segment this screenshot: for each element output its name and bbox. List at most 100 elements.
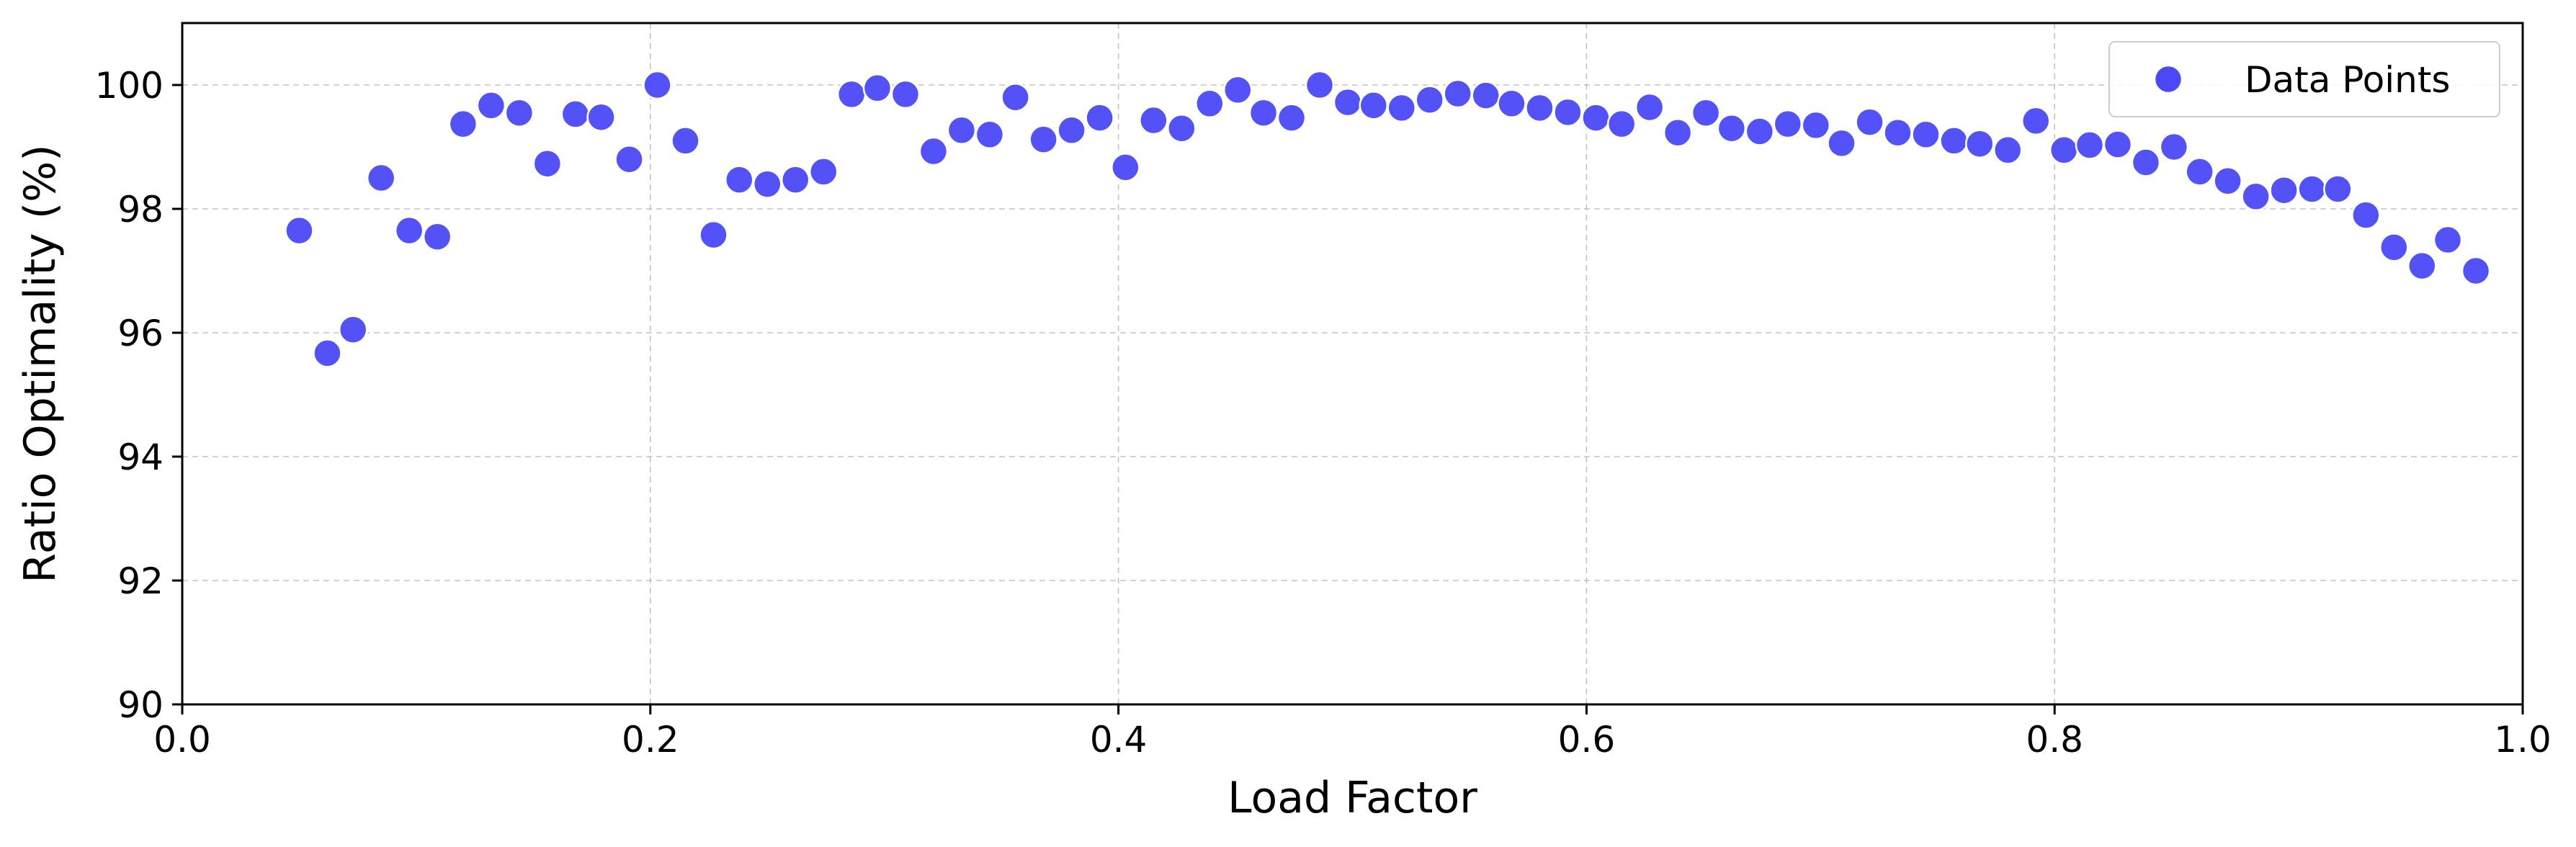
data-point — [1223, 75, 1253, 105]
data-point — [1333, 87, 1363, 117]
data-point — [285, 215, 314, 246]
data-point — [614, 144, 644, 174]
data-point — [2407, 251, 2437, 281]
data-point — [1717, 113, 1747, 143]
data-point — [1248, 98, 1279, 127]
y-tick-label: 98 — [117, 189, 164, 230]
data-point — [947, 115, 977, 145]
data-point — [1883, 117, 1913, 148]
data-point — [2213, 166, 2242, 196]
plot-frame — [181, 22, 2524, 706]
data-point — [2433, 225, 2463, 255]
data-point — [1691, 98, 1721, 127]
data-point — [1443, 79, 1472, 109]
data-point — [586, 102, 616, 132]
data-point — [1773, 109, 1803, 139]
data-point — [2131, 148, 2161, 177]
data-point — [1359, 91, 1388, 120]
y-tick-label: 90 — [117, 684, 164, 726]
data-point — [532, 148, 563, 179]
x-axis-label: Load Factor — [1227, 773, 1477, 823]
data-point — [1939, 126, 1969, 156]
data-point — [862, 73, 893, 103]
data-point — [1001, 82, 1030, 112]
data-point — [2379, 233, 2409, 262]
x-tick-label: 0.0 — [153, 719, 211, 761]
data-point — [890, 79, 921, 109]
data-point — [1911, 120, 1941, 150]
data-point — [1634, 92, 1665, 122]
data-point — [1525, 93, 1555, 123]
y-tick-label: 92 — [117, 560, 164, 602]
data-point — [1029, 125, 1058, 154]
data-point — [1276, 103, 1307, 133]
data-point — [476, 91, 506, 120]
data-point — [2351, 200, 2381, 230]
data-point — [1085, 103, 1114, 133]
data-point — [1663, 117, 1693, 148]
data-point — [2461, 256, 2491, 286]
data-point — [394, 215, 424, 246]
x-tick-label: 0.8 — [2026, 719, 2083, 761]
data-point — [2159, 132, 2189, 162]
data-point — [1964, 129, 1995, 158]
y-tick-label: 96 — [117, 313, 164, 354]
data-point — [2269, 175, 2299, 205]
data-point — [1387, 93, 1416, 123]
data-point — [780, 165, 810, 194]
x-tick-label: 0.2 — [622, 719, 679, 761]
data-point — [422, 222, 452, 251]
data-point — [2075, 130, 2105, 160]
data-point — [975, 120, 1005, 150]
data-point — [2185, 157, 2214, 187]
y-tick-label: 94 — [117, 436, 164, 478]
data-point — [2323, 174, 2353, 204]
data-point — [1827, 128, 1856, 158]
data-point — [1415, 85, 1444, 115]
axis-ticks: 0.0 0.2 0.4 0.6 0.8 1.0 90 92 94 96 98 100 — [95, 65, 2552, 761]
data-point — [1111, 153, 1140, 182]
legend-box — [2108, 41, 2500, 117]
data-point — [1745, 117, 1775, 146]
data-point — [504, 98, 535, 127]
data-point — [1581, 103, 1611, 133]
legend-label: Data Points — [2245, 59, 2450, 101]
data-point — [313, 339, 342, 368]
data-point — [338, 315, 368, 344]
data-point — [671, 126, 700, 156]
data-point — [448, 109, 478, 139]
data-point — [1305, 70, 1335, 100]
data-point — [1497, 89, 1526, 119]
data-point — [1993, 135, 2023, 165]
data-point — [1195, 89, 1225, 119]
data-point — [918, 136, 949, 166]
data-point — [366, 163, 396, 193]
data-point — [1471, 81, 1501, 110]
x-tick-label: 1.0 — [2494, 719, 2552, 761]
data-point — [1855, 107, 1884, 137]
data-point — [2021, 106, 2051, 136]
data-point — [560, 99, 591, 129]
y-tick-label: 100 — [95, 65, 164, 107]
y-axis-label: Ratio Optimality (%) — [15, 144, 66, 583]
x-tick-label: 0.4 — [1090, 719, 1148, 761]
data-point — [1057, 115, 1086, 145]
x-tick-label: 0.6 — [1558, 719, 1616, 761]
data-point — [2049, 135, 2079, 165]
legend-marker — [2153, 64, 2183, 94]
data-point — [1167, 113, 1197, 143]
data-point — [1801, 110, 1831, 140]
data-point — [699, 220, 728, 250]
data-point — [808, 157, 838, 187]
data-points — [285, 70, 2491, 368]
data-point — [1606, 109, 1637, 139]
data-point — [2241, 182, 2271, 212]
data-point — [1553, 97, 1583, 127]
data-point — [1139, 105, 1168, 135]
legend: Data Points — [2108, 41, 2500, 117]
data-point — [643, 70, 672, 100]
data-point — [2103, 130, 2133, 159]
data-point — [2297, 174, 2327, 204]
